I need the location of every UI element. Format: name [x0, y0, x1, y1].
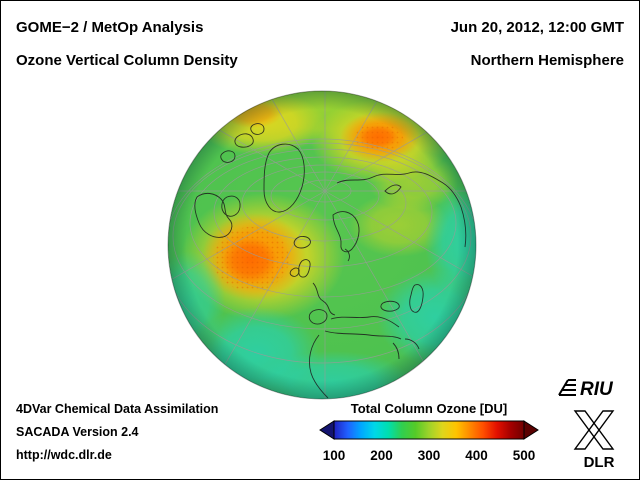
tick-label-300: 300 [417, 448, 441, 463]
header-left: GOME−2 / MetOp Analysis Ozone Vertical C… [16, 11, 238, 77]
tick-label-400: 400 [465, 448, 488, 463]
colorbar-title: Total Column Ozone [DU] [350, 401, 508, 416]
riu-label: RIU [580, 379, 614, 400]
dlr-label: DLR [584, 454, 615, 471]
hemisphere-label: Northern Hemisphere [470, 52, 624, 69]
colorbar-scale [319, 420, 539, 440]
globe-limb-shading [168, 91, 476, 399]
dlr-logo: DLR [573, 410, 615, 471]
product-title: Ozone Vertical Column Density [16, 52, 238, 69]
tick-label-200: 200 [370, 448, 393, 463]
version-label: SACADA Version 2.4 [16, 425, 139, 439]
footer-left: 4DVar Chemical Data Assimilation SACADA … [16, 398, 218, 467]
colorbar-ticks: 100 200 300 400 500 [319, 448, 539, 464]
colorbar-right-arrow [523, 420, 539, 440]
riu-wave-icon [558, 379, 576, 396]
analysis-title: GOME−2 / MetOp Analysis [16, 19, 204, 36]
dlr-star-icon [573, 410, 615, 450]
colorbar-left-arrow [319, 420, 335, 440]
tick-label-500: 500 [512, 448, 536, 463]
globe-outline [167, 90, 477, 400]
tick-label-100: 100 [322, 448, 346, 463]
url-label: http://wdc.dlr.de [16, 448, 112, 462]
riu-logo: RIU [558, 379, 614, 400]
colorbar-gradient [333, 420, 525, 440]
assimilation-label: 4DVar Chemical Data Assimilation [16, 402, 219, 416]
header-right: Jun 20, 2012, 12:00 GMT Northern Hemisph… [451, 11, 624, 77]
colorbar: Total Column Ozone [DU] 100 200 300 400 … [319, 401, 539, 464]
datetime-label: Jun 20, 2012, 12:00 GMT [450, 19, 624, 36]
